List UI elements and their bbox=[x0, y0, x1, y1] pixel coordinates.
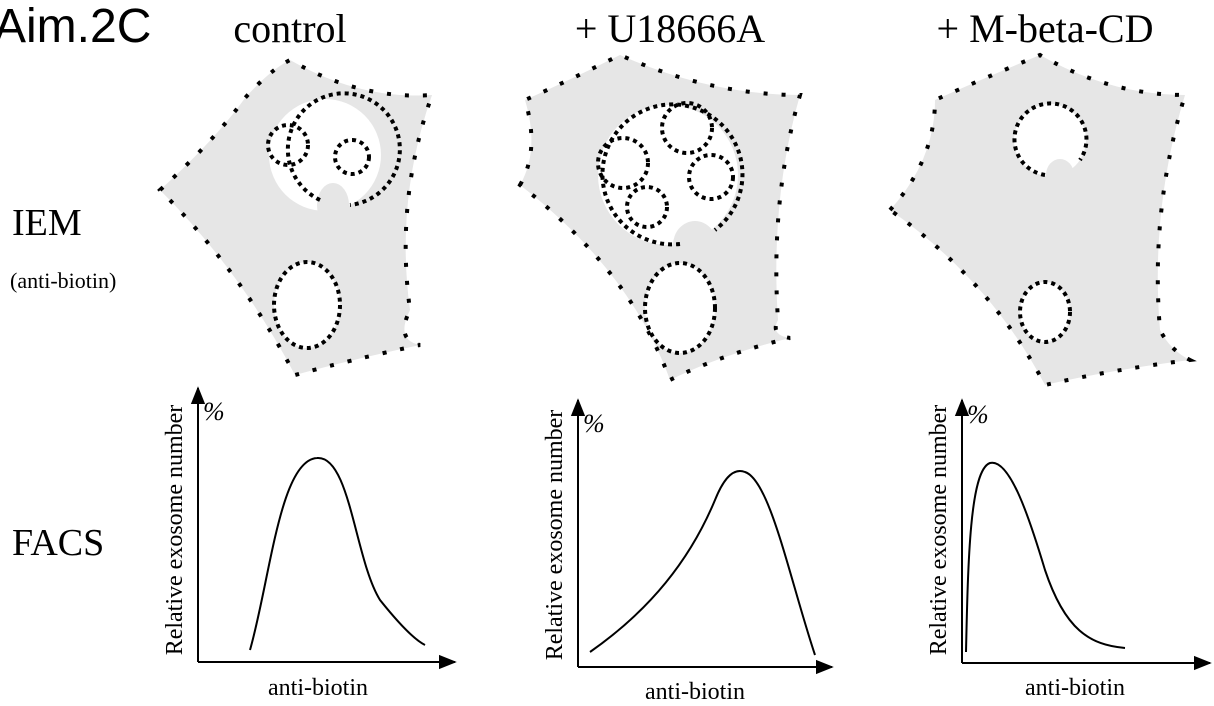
cell-u18666a bbox=[517, 52, 803, 383]
y-axis-unit: % bbox=[967, 400, 989, 429]
cell-control bbox=[157, 57, 435, 378]
figure-title: Aim.2C bbox=[0, 0, 151, 53]
condition-label: control bbox=[233, 6, 346, 51]
y-axis-label: Relative exosome number bbox=[926, 405, 952, 656]
y-axis-label: Relative exosome number bbox=[162, 405, 188, 656]
row-label: FACS bbox=[12, 522, 104, 564]
y-axis-unit: % bbox=[583, 409, 605, 438]
plot-u18666a: Relative exosome number % anti-biotin bbox=[542, 398, 834, 705]
condition-label: + M-beta-CD bbox=[937, 6, 1154, 51]
x-axis-label: anti-biotin bbox=[268, 675, 368, 701]
plot-m-beta-cd: Relative exosome number % anti-biotin bbox=[926, 398, 1212, 701]
x-axis-label: anti-biotin bbox=[645, 679, 745, 705]
cell-m-beta-cd bbox=[887, 52, 1197, 388]
x-axis-label: anti-biotin bbox=[1025, 675, 1125, 701]
row-note: (anti-biotin) bbox=[10, 268, 116, 293]
y-axis-unit: % bbox=[203, 397, 225, 426]
plot-control: Relative exosome number % anti-biotin bbox=[162, 386, 457, 701]
y-axis-label: Relative exosome number bbox=[542, 410, 568, 661]
condition-label: + U18666A bbox=[575, 6, 765, 51]
row-label: IEM bbox=[12, 202, 82, 244]
